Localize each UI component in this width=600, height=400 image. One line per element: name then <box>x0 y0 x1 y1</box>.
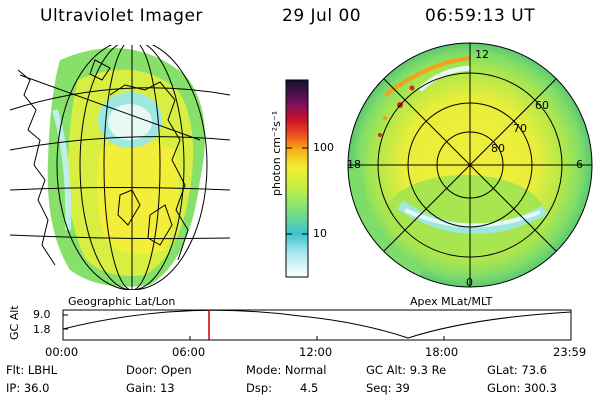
status-door: Door: Open <box>126 363 192 377</box>
instrument-title: Ultraviolet Imager <box>40 6 203 26</box>
mlt-label-0: 0 <box>466 276 473 289</box>
mlat-label-80: 80 <box>491 142 505 155</box>
geo-panel-caption: Geographic Lat/Lon <box>68 295 176 308</box>
status-ip: IP: 36.0 <box>6 381 50 395</box>
timeline-xtick-1200: 12:00 <box>299 345 333 359</box>
status-mode: Mode: Normal <box>246 363 327 377</box>
geo-map-panel <box>9 45 230 290</box>
colorbar-unit-label: photon cm⁻²s⁻¹ <box>270 110 283 196</box>
colorbar <box>285 79 309 278</box>
status-gc-alt: GC Alt: 9.3 Re <box>366 363 447 377</box>
status-seq: Seq: 39 <box>366 381 410 395</box>
status-filter: Flt: LBHL <box>6 363 58 377</box>
status-gain: Gain: 13 <box>126 381 175 395</box>
polar-panel-caption: Apex MLat/MLT <box>410 295 493 308</box>
altitude-timeline <box>62 309 572 341</box>
status-dsp-value: 4.5 <box>300 381 319 395</box>
colorbar-tick-10: 10 <box>313 227 327 240</box>
status-glon: GLon: 300.3 <box>487 381 557 395</box>
polar-plot <box>347 42 593 288</box>
status-glat: GLat: 73.6 <box>487 363 548 377</box>
timeline-xtick-0000: 00:00 <box>45 345 79 359</box>
colorbar-tick-100: 100 <box>313 141 334 154</box>
timeline-xtick-0600: 06:00 <box>172 345 206 359</box>
mlt-label-6: 6 <box>576 158 583 171</box>
timeline-xtick-1800: 18:00 <box>425 345 459 359</box>
status-dsp-label: Dsp: <box>246 381 273 395</box>
mlt-label-18: 18 <box>347 158 361 171</box>
mlt-label-12: 12 <box>475 48 489 61</box>
timeline-ytick-9: 9.0 <box>33 308 51 321</box>
time-label: 06:59:13 UT <box>425 6 536 26</box>
timeline-axis-label: GC Alt <box>8 305 21 340</box>
date-label: 29 Jul 00 <box>282 6 362 26</box>
mlat-label-70: 70 <box>513 122 527 135</box>
mlat-label-60: 60 <box>535 99 549 112</box>
timeline-xtick-2359: 23:59 <box>553 345 587 359</box>
timeline-ytick-1-8: 1.8 <box>33 323 51 336</box>
